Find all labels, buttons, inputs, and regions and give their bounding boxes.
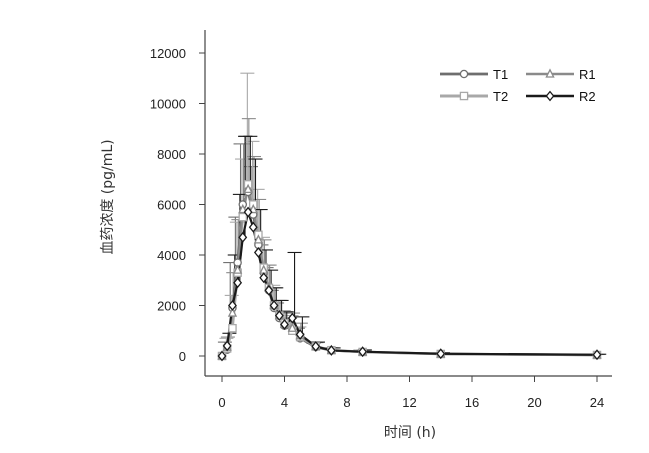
data-point-R2 bbox=[311, 340, 321, 352]
legend-marker-T2 bbox=[459, 91, 469, 101]
axes bbox=[204, 30, 612, 377]
x-tick-label: 12 bbox=[402, 395, 416, 410]
data-point-R1 bbox=[227, 307, 238, 317]
y-tick-label: 12000 bbox=[150, 46, 186, 61]
series-line-R2 bbox=[220, 210, 599, 358]
data-point-R1 bbox=[253, 234, 264, 244]
series-line-T2 bbox=[220, 183, 599, 358]
data-point-R2 bbox=[269, 300, 279, 311]
data-point-R2 bbox=[358, 346, 368, 358]
legend-marker-T1 bbox=[459, 69, 469, 79]
y-tick-label: 2000 bbox=[157, 299, 186, 314]
y-ticks: 0 2000 4000 6000 8000 10000 12000 bbox=[150, 46, 205, 364]
x-tick-label: 20 bbox=[527, 395, 541, 410]
y-tick-label: 8000 bbox=[157, 147, 186, 162]
y-tick-label: 0 bbox=[179, 349, 186, 364]
data-point-R2 bbox=[436, 348, 446, 360]
data-point-R1 bbox=[238, 203, 248, 214]
legend-label-R2: R2 bbox=[579, 89, 596, 104]
y-axis-title: 血药浓度 (pg/mL) bbox=[100, 139, 116, 254]
data-point-R2 bbox=[243, 206, 253, 218]
data-point-R2 bbox=[274, 310, 284, 322]
data-point-R2 bbox=[287, 312, 297, 324]
series-line-R1 bbox=[221, 188, 598, 357]
data-point-R2 bbox=[253, 247, 263, 258]
data-point-R2 bbox=[238, 231, 248, 243]
data-point-T2 bbox=[238, 212, 248, 222]
x-tick-label: 4 bbox=[281, 395, 288, 410]
legend-label-T1: T1 bbox=[493, 67, 508, 82]
y-tick-label: 4000 bbox=[157, 248, 186, 263]
y-tick-label: 6000 bbox=[157, 198, 186, 213]
series-markers bbox=[217, 180, 602, 362]
data-point-R2 bbox=[295, 329, 305, 340]
legend-label-T2: T2 bbox=[493, 89, 508, 104]
x-ticks: 0 4 8 12 16 20 24 bbox=[218, 376, 604, 410]
x-axis-title: 时间 (h) bbox=[384, 425, 436, 441]
legend-label-R1: R1 bbox=[579, 67, 596, 82]
legend-marker-R1 bbox=[545, 68, 555, 78]
x-tick-label: 24 bbox=[590, 395, 604, 410]
data-point-R1 bbox=[287, 322, 297, 332]
data-point-R2 bbox=[592, 349, 602, 361]
legend-marker-R2 bbox=[545, 90, 555, 102]
data-point-R2 bbox=[217, 350, 227, 362]
x-tick-label: 0 bbox=[218, 395, 225, 410]
legend: T1 T2 R1 R2 bbox=[440, 67, 596, 104]
data-point-R1 bbox=[232, 264, 243, 274]
series-lines bbox=[220, 183, 599, 358]
data-point-R2 bbox=[280, 319, 289, 330]
data-point-R2 bbox=[259, 272, 269, 284]
data-point-R1 bbox=[248, 203, 258, 214]
data-point-R2 bbox=[264, 284, 274, 296]
data-point-R2 bbox=[326, 345, 336, 356]
x-tick-label: 8 bbox=[343, 395, 350, 410]
data-point-R2 bbox=[222, 340, 232, 352]
data-point-R2 bbox=[233, 277, 243, 289]
series-line-T1 bbox=[220, 190, 599, 358]
y-tick-label: 10000 bbox=[150, 97, 186, 112]
data-point-T2 bbox=[228, 323, 237, 333]
x-tick-label: 16 bbox=[465, 395, 479, 410]
data-point-R2 bbox=[228, 300, 237, 311]
data-point-R1 bbox=[243, 183, 253, 194]
data-point-R2 bbox=[248, 221, 258, 233]
